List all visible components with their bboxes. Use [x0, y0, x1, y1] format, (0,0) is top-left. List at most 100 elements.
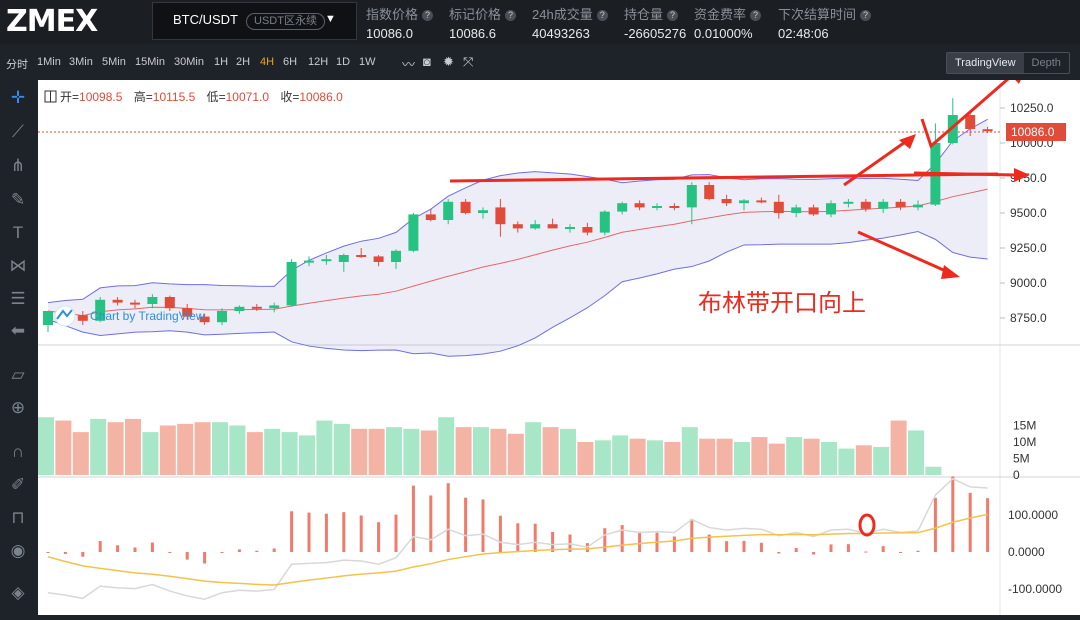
timeframe-2h[interactable]: 2H — [236, 56, 251, 68]
volume-bar — [560, 428, 576, 475]
text-icon[interactable]: T — [12, 223, 24, 242]
volume-bar — [246, 432, 263, 475]
fullscreen-icon[interactable]: ⤧ — [463, 54, 474, 69]
upper-band-arrow-line — [843, 138, 909, 187]
candle-body — [547, 224, 558, 229]
candle-body — [791, 207, 802, 213]
camera-icon[interactable]: ◙ — [423, 54, 431, 69]
fib-icon[interactable]: ☰ — [10, 289, 26, 308]
candle-body — [217, 311, 227, 323]
stat-next-settlement: 下次结算时间? 02:48:06 — [778, 4, 872, 41]
volume-bar — [490, 428, 507, 475]
volume-bar — [699, 438, 716, 475]
pitchfork-icon[interactable]: ⋔ — [10, 156, 26, 175]
timeframe-5min[interactable]: 5Min — [102, 56, 126, 68]
gear-icon[interactable]: ✹ — [443, 54, 454, 69]
ruler-icon[interactable]: ▱ — [11, 365, 25, 384]
timeframe-30min[interactable]: 30Min — [174, 56, 204, 68]
volume-bar — [908, 430, 924, 475]
up-arrow-head — [1006, 64, 1028, 84]
stat-value: 02:48:06 — [778, 26, 829, 41]
lock-drawing-icon[interactable]: ✐ — [10, 475, 26, 494]
timeframe-3min[interactable]: 3Min — [69, 56, 93, 68]
price-tick-label: 9000.0 — [1010, 276, 1047, 290]
timeframe-1w[interactable]: 1W — [359, 56, 376, 68]
trendline-icon[interactable]: ⟋ — [12, 122, 24, 141]
eye-icon[interactable]: ◉ — [10, 541, 26, 560]
help-icon[interactable]: ? — [750, 10, 762, 21]
macd-histogram-bar — [498, 515, 502, 552]
right-arrow-line — [913, 171, 1017, 177]
timeframe-tick[interactable]: 分时 — [6, 59, 28, 71]
caret-down-icon: ▼ — [325, 13, 336, 25]
timeframe-12h[interactable]: 12H — [308, 56, 329, 68]
pair-selector[interactable]: BTC/USDT USDT区永续 ▼ — [152, 2, 357, 40]
timeframe-4h[interactable]: 4H — [260, 56, 275, 68]
pattern-icon[interactable]: ⋈ — [9, 256, 27, 275]
help-icon[interactable]: ? — [422, 10, 434, 21]
macd-histogram-bar — [725, 541, 729, 552]
volume-bar — [212, 422, 228, 475]
zoom-in-icon[interactable]: ⊕ — [10, 398, 26, 417]
volume-bar — [281, 432, 298, 475]
price-tag-bg — [1006, 123, 1066, 141]
price-tick-label: 9250.0 — [1010, 241, 1047, 255]
stat-funding-rate: 资金费率? 0.01000% — [694, 4, 762, 41]
tab-tradingview[interactable]: TradingView — [947, 53, 1024, 73]
volume-bar — [420, 430, 437, 475]
tab-depth[interactable]: Depth — [1031, 57, 1061, 69]
help-icon[interactable]: ? — [505, 10, 517, 21]
crosshair-icon[interactable]: ✛ — [10, 88, 26, 107]
brush-icon[interactable]: ✎ — [10, 190, 26, 209]
candle-body — [512, 224, 523, 229]
candle-body — [773, 201, 784, 213]
macd-cross-circle — [858, 513, 876, 537]
magnet-icon[interactable]: ∩ — [11, 442, 25, 461]
timeframe-15min[interactable]: 15Min — [135, 56, 165, 68]
macd-histogram-bar — [307, 512, 311, 552]
macd-histogram-bar — [551, 531, 555, 552]
right-arrow-head — [1014, 168, 1030, 182]
chart-area[interactable]: 10250.0 10000.0 9750.0 9500.0 9250.0 9000.0 87… — [38, 64, 1080, 615]
help-icon[interactable]: ? — [860, 10, 872, 21]
candle-body — [860, 201, 871, 209]
chart-svg: 10250.010000.09750.09500.09250.09000.087… — [38, 64, 1080, 615]
candle-body — [147, 297, 158, 304]
volume-bar — [455, 427, 472, 475]
resistance-line — [449, 172, 999, 183]
candle-body — [599, 211, 610, 233]
timeframe-6h[interactable]: 6H — [283, 56, 298, 68]
macd-histogram-bar — [812, 552, 816, 555]
stat-label: 下次结算时间 — [778, 7, 857, 22]
grid — [1000, 107, 1005, 319]
help-icon[interactable]: ? — [596, 10, 608, 21]
timeframe-1d[interactable]: 1D — [336, 56, 351, 68]
arrow-left-icon[interactable]: ⬅ — [10, 321, 26, 340]
help-icon[interactable]: ? — [667, 10, 679, 21]
candle-body — [234, 306, 245, 311]
macd-histogram-bar — [690, 518, 694, 552]
indicator-icon[interactable]: 〰 — [402, 57, 416, 72]
lock-icon[interactable]: ⊓ — [11, 508, 25, 527]
macd-histogram-bar — [707, 534, 711, 552]
macd-histogram-bar — [98, 540, 102, 552]
timeframe-1min[interactable]: 1Min — [37, 56, 61, 68]
volume-bar — [751, 437, 768, 475]
macd-histogram-bar — [446, 483, 450, 552]
volume-bar — [55, 420, 72, 475]
macd-histogram-bar — [916, 550, 920, 552]
stat-open-interest: 持仓量? -26605276 — [624, 4, 686, 41]
volume-bar — [38, 417, 54, 475]
candle-body — [408, 214, 419, 251]
layers-icon[interactable]: ◈ — [11, 583, 25, 602]
macd-dif-line — [47, 477, 988, 600]
volume-bar — [333, 423, 350, 475]
macd-histogram-bar — [116, 545, 120, 552]
candle-body — [530, 224, 541, 229]
macd-histogram-bar — [168, 552, 172, 553]
timeframe-1h[interactable]: 1H — [214, 56, 229, 68]
pair-tag: USDT区永续 — [246, 13, 325, 30]
candle-body — [652, 206, 662, 208]
volume-bar — [125, 418, 141, 475]
volume-bar — [542, 427, 559, 475]
